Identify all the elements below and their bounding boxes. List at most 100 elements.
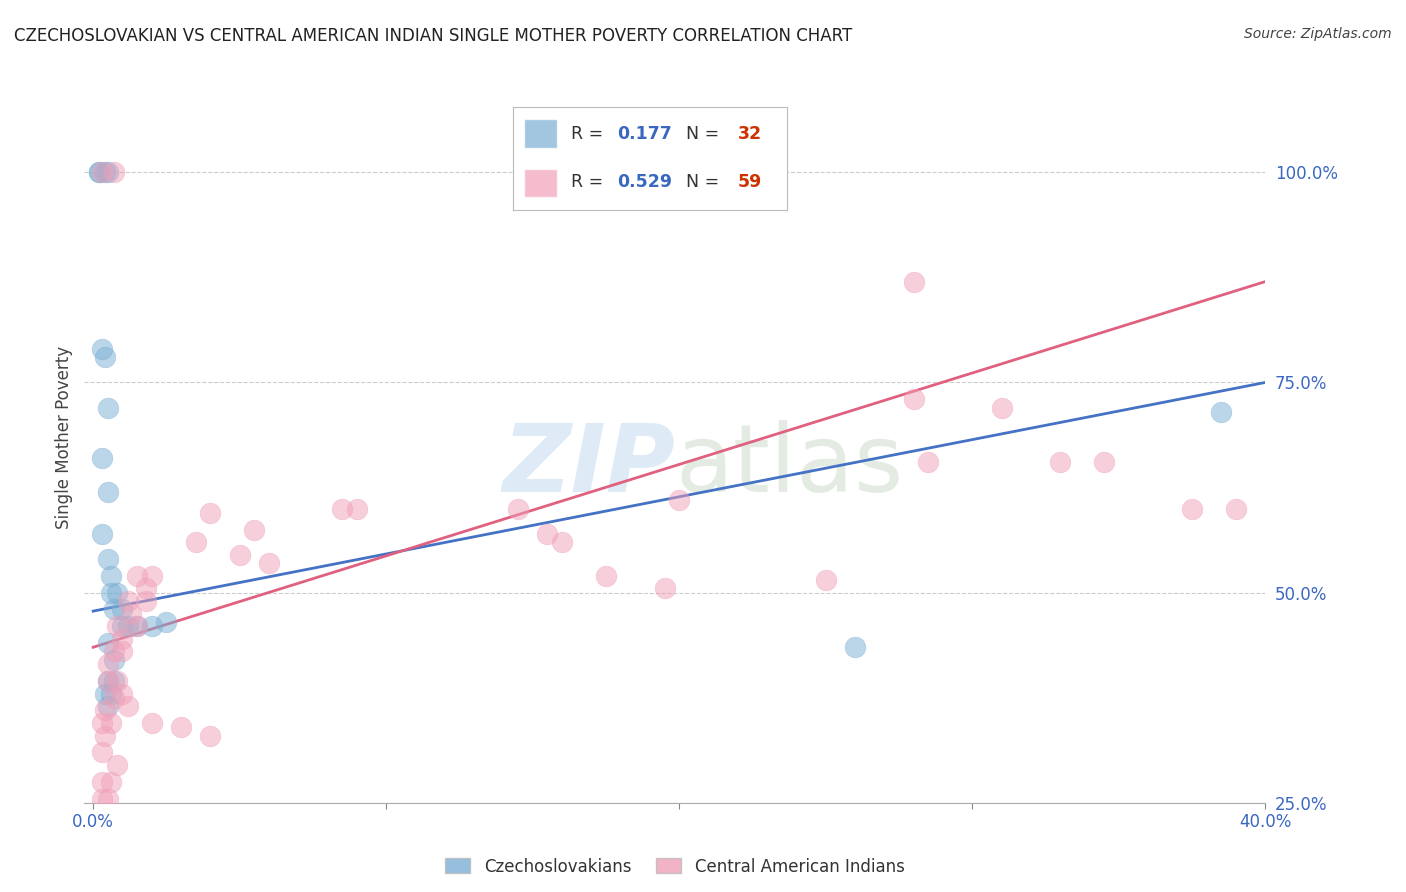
Central American Indians	[100, 715, 122, 730]
Central American Indians	[127, 619, 149, 633]
Text: 0.177: 0.177	[617, 125, 672, 144]
Czechoslovakians	[91, 526, 114, 541]
Central American Indians	[111, 632, 134, 646]
Central American Indians	[91, 774, 114, 789]
Text: CZECHOSLOVAKIAN VS CENTRAL AMERICAN INDIAN SINGLE MOTHER POVERTY CORRELATION CHA: CZECHOSLOVAKIAN VS CENTRAL AMERICAN INDI…	[14, 27, 852, 45]
Text: 32: 32	[738, 125, 762, 144]
Central American Indians	[94, 729, 117, 743]
Central American Indians	[917, 455, 939, 469]
Central American Indians	[903, 392, 925, 407]
Czechoslovakians	[91, 451, 114, 466]
Central American Indians	[184, 850, 207, 864]
Czechoslovakians	[844, 640, 866, 655]
Text: R =: R =	[571, 125, 609, 144]
Central American Indians	[257, 556, 280, 570]
Central American Indians	[551, 535, 574, 549]
Czechoslovakians	[97, 673, 120, 688]
Central American Indians	[990, 401, 1012, 415]
Central American Indians	[243, 523, 266, 537]
Czechoslovakians	[103, 602, 125, 616]
Czechoslovakians	[94, 165, 117, 179]
Central American Indians	[94, 703, 117, 717]
Central American Indians	[97, 791, 120, 805]
Central American Indians	[200, 506, 222, 520]
Text: N =: N =	[686, 125, 724, 144]
Central American Indians	[100, 774, 122, 789]
Central American Indians	[97, 657, 120, 671]
Text: ZIP: ZIP	[502, 420, 675, 512]
Czechoslovakians	[100, 686, 122, 700]
Czechoslovakians	[100, 569, 122, 583]
Czechoslovakians	[117, 619, 139, 633]
Central American Indians	[111, 686, 134, 700]
Central American Indians	[105, 758, 128, 772]
Central American Indians	[814, 573, 837, 587]
Central American Indians	[200, 729, 222, 743]
Central American Indians	[111, 644, 134, 658]
Czechoslovakians	[1211, 405, 1233, 419]
Czechoslovakians	[103, 653, 125, 667]
Central American Indians	[506, 501, 529, 516]
Czechoslovakians	[141, 876, 163, 890]
Text: R =: R =	[571, 173, 609, 192]
Czechoslovakians	[94, 350, 117, 364]
Central American Indians	[135, 594, 157, 608]
Central American Indians	[103, 165, 125, 179]
Central American Indians	[91, 791, 114, 805]
Czechoslovakians	[100, 585, 122, 599]
Text: atlas: atlas	[675, 420, 903, 512]
Y-axis label: Single Mother Poverty: Single Mother Poverty	[55, 345, 73, 529]
Central American Indians	[135, 582, 157, 596]
Central American Indians	[1225, 501, 1247, 516]
Czechoslovakians	[87, 165, 110, 179]
Central American Indians	[141, 813, 163, 827]
Central American Indians	[105, 673, 128, 688]
FancyBboxPatch shape	[524, 120, 557, 148]
Czechoslovakians	[97, 552, 120, 566]
Czechoslovakians	[97, 484, 120, 499]
Central American Indians	[595, 569, 617, 583]
Central American Indians	[117, 699, 139, 714]
Central American Indians	[346, 501, 368, 516]
Czechoslovakians	[87, 165, 110, 179]
Czechoslovakians	[103, 673, 125, 688]
Legend: Czechoslovakians, Central American Indians: Czechoslovakians, Central American India…	[439, 851, 911, 882]
Czechoslovakians	[111, 602, 134, 616]
Czechoslovakians	[97, 636, 120, 650]
Central American Indians	[155, 825, 177, 839]
Text: 59: 59	[738, 173, 762, 192]
Central American Indians	[103, 690, 125, 705]
Central American Indians	[184, 535, 207, 549]
Central American Indians	[228, 548, 250, 562]
Central American Indians	[91, 165, 114, 179]
Central American Indians	[1181, 501, 1204, 516]
Czechoslovakians	[127, 619, 149, 633]
Czechoslovakians	[155, 615, 177, 629]
Central American Indians	[654, 582, 676, 596]
Central American Indians	[105, 619, 128, 633]
Central American Indians	[117, 594, 139, 608]
Czechoslovakians	[97, 165, 120, 179]
Central American Indians	[330, 501, 353, 516]
Text: 0.529: 0.529	[617, 173, 672, 192]
Central American Indians	[155, 838, 177, 852]
Central American Indians	[141, 569, 163, 583]
Central American Indians	[120, 607, 142, 621]
Czechoslovakians	[105, 585, 128, 599]
Czechoslovakians	[111, 619, 134, 633]
Czechoslovakians	[127, 876, 149, 890]
Text: Source: ZipAtlas.com: Source: ZipAtlas.com	[1244, 27, 1392, 41]
Czechoslovakians	[97, 699, 120, 714]
Central American Indians	[103, 644, 125, 658]
Central American Indians	[91, 715, 114, 730]
FancyBboxPatch shape	[524, 169, 557, 197]
Central American Indians	[536, 526, 558, 541]
Central American Indians	[668, 493, 690, 508]
Central American Indians	[903, 275, 925, 289]
Central American Indians	[97, 673, 120, 688]
Text: N =: N =	[686, 173, 724, 192]
Central American Indians	[91, 745, 114, 759]
Central American Indians	[170, 720, 193, 734]
Central American Indians	[1092, 455, 1115, 469]
Czechoslovakians	[97, 401, 120, 415]
